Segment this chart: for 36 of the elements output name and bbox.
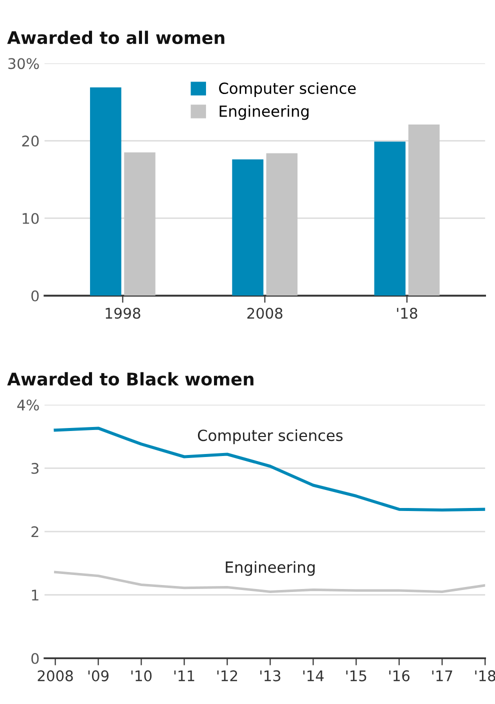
series-label: Computer sciences: [198, 429, 343, 444]
x-tick-label: '10: [131, 670, 152, 682]
chart-title: Awarded to Black women: [7, 372, 254, 386]
x-tick-label: '18: [397, 308, 418, 319]
legend-label: Computer science: [219, 82, 356, 98]
x-tick-label: '14: [303, 670, 324, 682]
x-tick-label: '16: [389, 670, 410, 682]
x-tick-label: '15: [346, 670, 366, 682]
bar: [124, 152, 156, 296]
x-tick-label: 2008: [247, 308, 282, 319]
x-tick-label: '09: [88, 670, 109, 682]
y-tick-label: 1: [32, 590, 38, 600]
legend-label: Engineering: [220, 105, 309, 120]
y-tick-label: 0: [31, 290, 39, 302]
x-tick-label: '17: [432, 670, 452, 682]
bar: [232, 159, 264, 296]
y-tick-label: 3: [32, 462, 39, 474]
x-tick-label: '11: [174, 670, 194, 682]
series-label: Engineering: [226, 561, 315, 576]
y-tick-label: 0: [31, 652, 39, 664]
x-tick-label: 2008: [38, 670, 73, 682]
bar: [374, 142, 406, 296]
x-tick-label: '13: [260, 670, 280, 682]
y-tick-label: 30%: [8, 58, 39, 70]
line-series: [54, 426, 486, 512]
bar: [90, 87, 122, 296]
y-tick-label: 4%: [17, 400, 39, 411]
x-tick-label: '18: [475, 670, 495, 682]
chart-title: Awarded to all women: [7, 30, 224, 44]
x-tick-label: '12: [217, 670, 238, 682]
y-tick-label: 2: [31, 526, 38, 538]
x-tick-label: 1998: [106, 308, 140, 319]
bar: [408, 124, 440, 296]
y-tick-label: 20: [22, 136, 39, 147]
bar: [266, 153, 298, 296]
y-tick-label: 10: [22, 212, 39, 224]
